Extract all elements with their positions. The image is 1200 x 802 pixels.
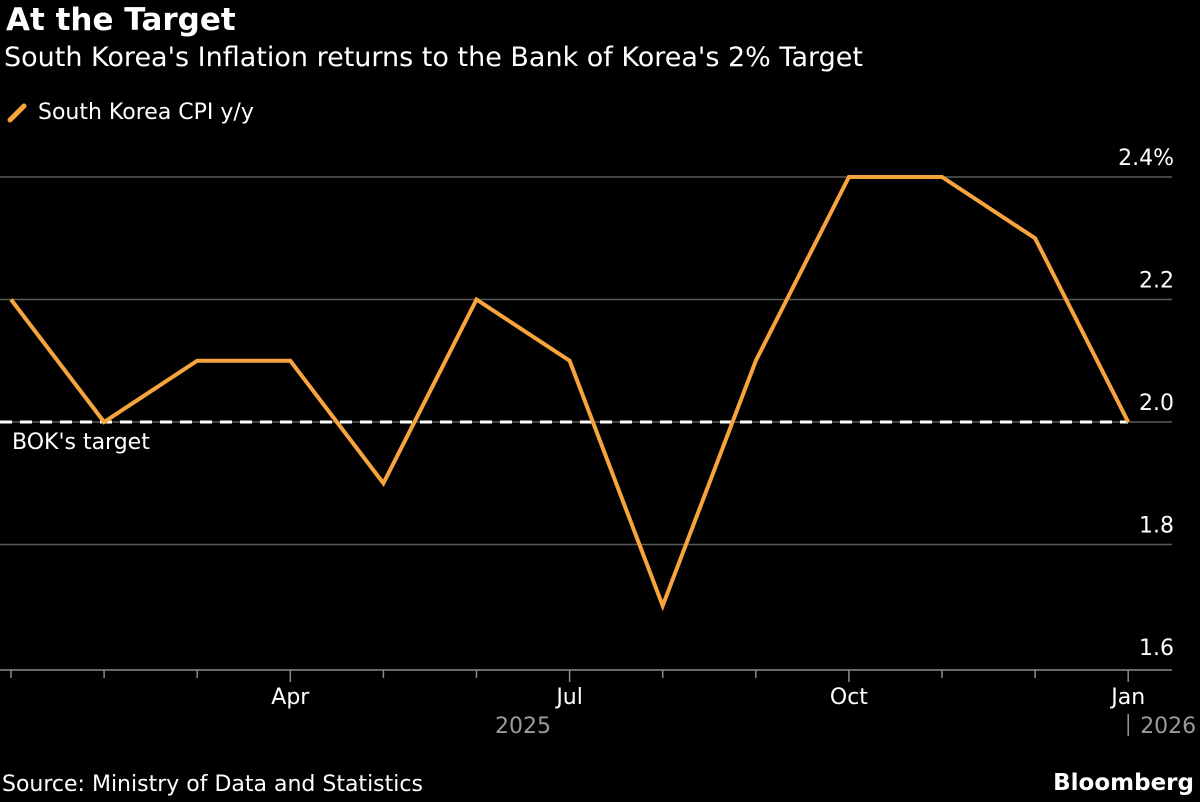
grid-lines <box>0 176 1172 546</box>
chart-subtitle: South Korea's Inflation returns to the B… <box>4 42 863 73</box>
x-axis-ticks: Apr Jul Oct Jan 2025 2026 <box>10 670 1196 739</box>
y-tick-label: 2.2 <box>1139 269 1174 294</box>
x-tick-label: Jul <box>554 685 583 710</box>
chart-title: At the Target <box>6 2 236 38</box>
y-tick-label: 1.8 <box>1139 514 1174 539</box>
y-axis-ticks: 1.6 1.8 2.0 2.2 2.4% <box>1118 146 1174 661</box>
y-tick-label: 2.0 <box>1139 391 1174 416</box>
x-tick-label: Jan <box>1109 685 1145 710</box>
source-note: Source: Ministry of Data and Statistics <box>2 772 423 797</box>
x-tick-label: Apr <box>271 685 310 710</box>
series-lines <box>9 175 1130 612</box>
y-tick-label: 2.4% <box>1118 146 1174 171</box>
year-label: 2025 <box>495 714 551 739</box>
year-label: 2026 <box>1140 714 1196 739</box>
target-reference: BOK's target <box>0 420 1128 455</box>
target-label: BOK's target <box>12 430 150 455</box>
x-tick-label: Oct <box>830 685 868 710</box>
legend-swatch-icon <box>7 103 27 122</box>
brand-logo: Bloomberg <box>1053 770 1194 796</box>
series-line <box>9 175 1130 612</box>
y-tick-label: 1.6 <box>1139 636 1174 661</box>
legend: South Korea CPI y/y <box>6 100 254 125</box>
legend-label: South Korea CPI y/y <box>38 100 254 125</box>
